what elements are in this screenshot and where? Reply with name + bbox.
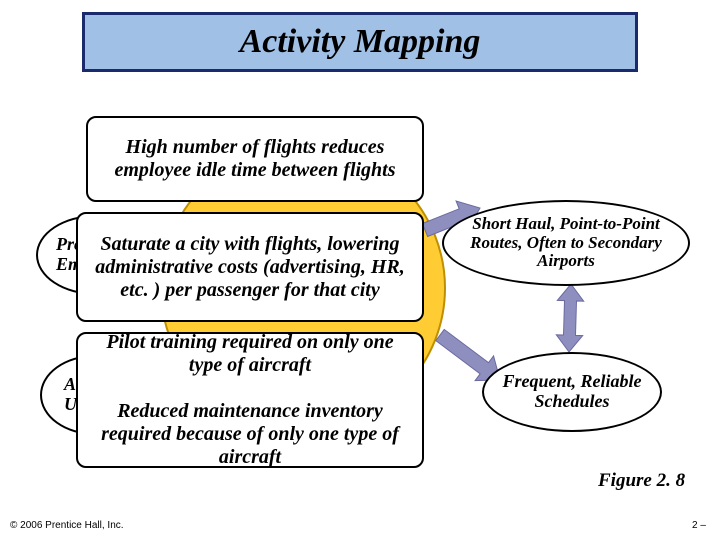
title-box: Activity Mapping — [82, 12, 638, 72]
title-text: Activity Mapping — [240, 23, 481, 61]
figure-label: Figure 2. 8 — [598, 470, 685, 492]
ellipse-short-haul-text: Short Haul, Point-to-Point Routes, Often… — [448, 215, 684, 271]
ellipse-frequent-schedules: Frequent, Reliable Schedules — [482, 352, 662, 432]
callout-saturate-city: Saturate a city with flights, lowering a… — [76, 212, 424, 322]
ellipse-frequent-schedules-text: Frequent, Reliable Schedules — [488, 372, 656, 412]
footer-page: 2 – — [692, 520, 706, 531]
footer-copyright-text: © 2006 Prentice Hall, Inc. — [10, 520, 124, 531]
footer-copyright: © 2006 Prentice Hall, Inc. — [10, 520, 124, 531]
footer-page-text: 2 – — [692, 520, 706, 531]
slide: Activity Mapping Advantage: Short Haul, … — [0, 0, 720, 540]
figure-label-text: Figure 2. 8 — [598, 470, 685, 491]
ellipse-short-haul: Short Haul, Point-to-Point Routes, Often… — [442, 200, 690, 286]
callout-high-flights-text: High number of flights reduces employee … — [98, 136, 412, 182]
callout-high-flights: High number of flights reduces employee … — [86, 116, 424, 202]
callout-saturate-city-text: Saturate a city with flights, lowering a… — [88, 233, 412, 302]
callout-pilot-maintenance-text: Pilot training required on only one type… — [88, 331, 412, 469]
callout-pilot-maintenance: Pilot training required on only one type… — [76, 332, 424, 468]
